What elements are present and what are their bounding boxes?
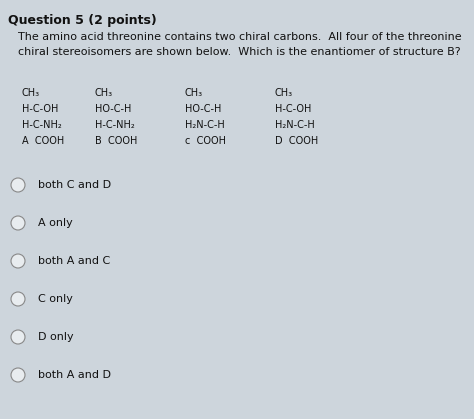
Ellipse shape	[11, 254, 25, 268]
Text: C only: C only	[38, 294, 73, 304]
Text: HO-C-H: HO-C-H	[95, 104, 131, 114]
Ellipse shape	[11, 368, 25, 382]
Text: H-C-OH: H-C-OH	[275, 104, 311, 114]
Text: B  COOH: B COOH	[95, 136, 137, 146]
Text: both A and C: both A and C	[38, 256, 110, 266]
Text: CH₃: CH₃	[185, 88, 203, 98]
Text: H₂N-C-H: H₂N-C-H	[275, 120, 315, 130]
Text: The amino acid threonine contains two chiral carbons.  All four of the threonine: The amino acid threonine contains two ch…	[18, 32, 462, 42]
Text: H-C-NH₂: H-C-NH₂	[95, 120, 135, 130]
Ellipse shape	[11, 330, 25, 344]
Text: Question 5 (2 points): Question 5 (2 points)	[8, 14, 157, 27]
Text: H-C-NH₂: H-C-NH₂	[22, 120, 62, 130]
Ellipse shape	[11, 178, 25, 192]
Ellipse shape	[11, 216, 25, 230]
Text: D  COOH: D COOH	[275, 136, 318, 146]
Text: HO-C-H: HO-C-H	[185, 104, 221, 114]
Text: H-C-OH: H-C-OH	[22, 104, 58, 114]
Text: CH₃: CH₃	[22, 88, 40, 98]
Text: A only: A only	[38, 218, 73, 228]
Text: both A and D: both A and D	[38, 370, 111, 380]
Text: CH₃: CH₃	[95, 88, 113, 98]
Text: c  COOH: c COOH	[185, 136, 226, 146]
Text: CH₃: CH₃	[275, 88, 293, 98]
Text: A  COOH: A COOH	[22, 136, 64, 146]
Text: both C and D: both C and D	[38, 180, 111, 190]
Text: chiral stereoisomers are shown below.  Which is the enantiomer of structure B?: chiral stereoisomers are shown below. Wh…	[18, 47, 461, 57]
Text: D only: D only	[38, 332, 73, 342]
Ellipse shape	[11, 292, 25, 306]
Text: H₂N-C-H: H₂N-C-H	[185, 120, 225, 130]
